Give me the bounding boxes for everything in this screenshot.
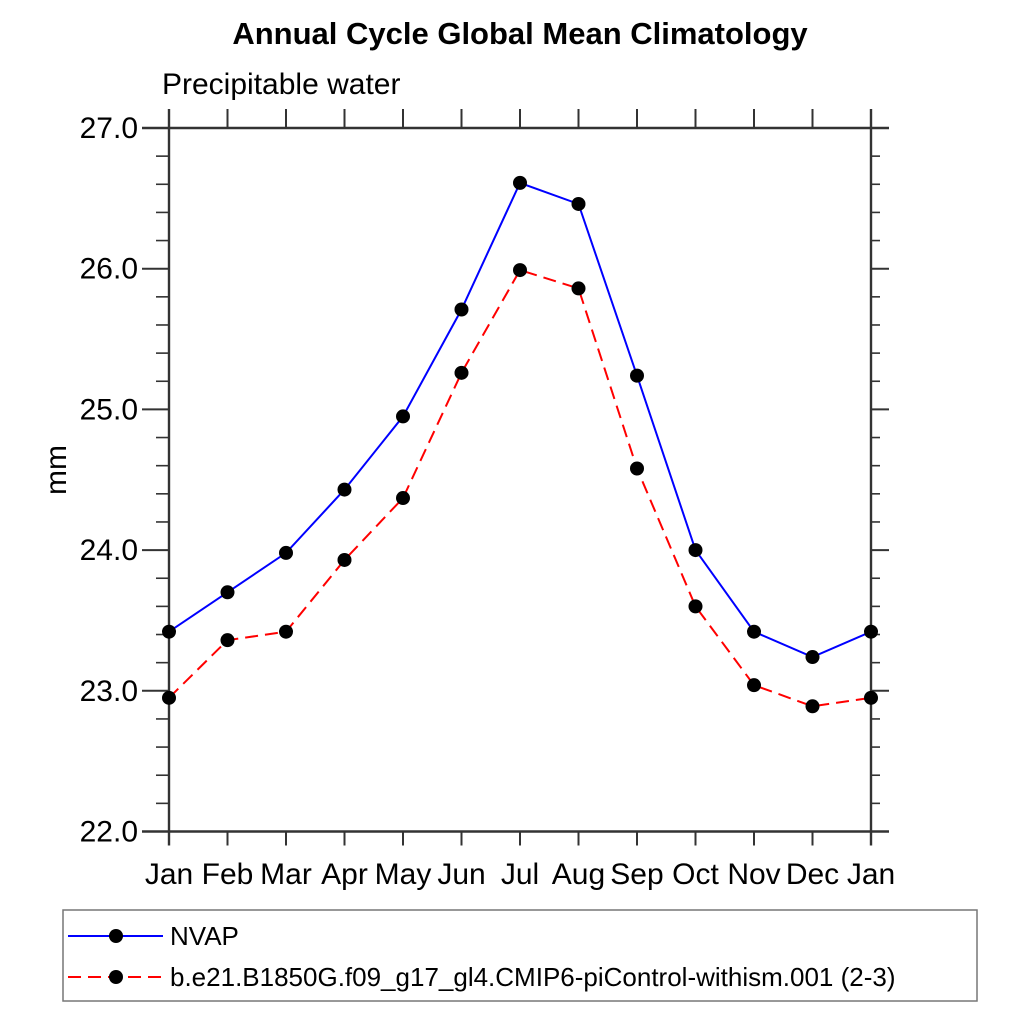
series-0-marker: [396, 409, 410, 424]
x-tick-label: Nov: [727, 858, 780, 891]
x-tick-label: May: [375, 858, 432, 891]
series-1-marker: [454, 365, 469, 380]
series-0-marker: [688, 543, 703, 558]
x-tick-label: Jul: [501, 858, 539, 891]
series-1-marker: [747, 678, 761, 693]
x-tick-label: Aug: [552, 858, 605, 891]
x-tick-label: Jan: [145, 858, 193, 891]
x-tick-label: Dec: [786, 858, 839, 891]
legend-marker-model: [109, 970, 123, 984]
y-tick-label: 24.0: [80, 534, 138, 567]
axes: [142, 109, 889, 846]
x-tick-label: Jan: [847, 858, 895, 891]
y-tick-label: 27.0: [80, 112, 138, 145]
legend-label-nvap: NVAP: [170, 921, 239, 951]
legend-marker-nvap: [109, 929, 123, 943]
series-0-marker: [805, 650, 820, 665]
data-series: [162, 175, 878, 714]
y-tick-label: 25.0: [80, 393, 138, 426]
series-0-marker: [162, 624, 176, 639]
series-0-marker: [220, 585, 235, 600]
y-tick-label: 23.0: [80, 675, 138, 708]
x-tick-label: Mar: [260, 858, 312, 891]
chart-title: Annual Cycle Global Mean Climatology: [232, 16, 808, 51]
series-1-line: [168, 268, 872, 708]
y-tick-label: 22.0: [80, 816, 138, 849]
series-0-marker: [864, 624, 878, 639]
x-tick-label: Jun: [437, 858, 485, 891]
series-1-marker: [162, 690, 176, 705]
series-0-marker: [279, 545, 293, 560]
legend-box: [62, 909, 978, 1002]
series-1-marker: [688, 599, 703, 614]
series-1-marker: [864, 690, 878, 705]
x-tick-label: Apr: [321, 858, 368, 891]
series-1-marker: [571, 281, 586, 296]
x-tick-label: Oct: [672, 858, 719, 891]
y-tick-label: 26.0: [80, 253, 138, 286]
y-axis-title: mm: [40, 445, 73, 495]
series-0-marker: [337, 482, 352, 497]
series-0-marker: [454, 302, 469, 317]
series-1-marker: [337, 552, 352, 567]
series-1-marker: [220, 633, 235, 648]
series-0-marker: [630, 368, 644, 383]
tick-labels: Jan Feb Mar Apr May Jun Jul Aug Sep Oct Nov Dec Jan2…: [80, 112, 896, 891]
series-0-line: [168, 181, 872, 659]
series-1-marker: [279, 624, 293, 639]
series-0-marker: [513, 175, 527, 190]
series-1-marker: [396, 491, 410, 506]
series-0-marker: [571, 196, 586, 211]
chart-subtitle: Precipitable water: [162, 68, 400, 101]
series-1-marker: [630, 461, 644, 476]
x-tick-label: Feb: [202, 858, 254, 891]
series-0-marker: [747, 624, 761, 639]
legend-label-model: b.e21.B1850G.f09_g17_gl4.CMIP6-piControl…: [170, 962, 896, 992]
series-1-marker: [805, 699, 820, 714]
legend: NVAP b.e21.B1850G.f09_g17_gl4.CMIP6-piCo…: [62, 909, 978, 1002]
series-1-marker: [513, 263, 527, 278]
x-tick-label: Sep: [610, 858, 663, 891]
